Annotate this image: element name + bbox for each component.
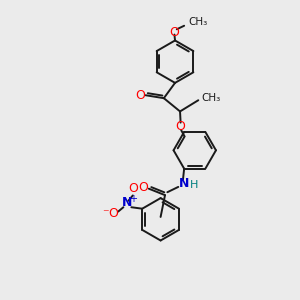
Text: O: O: [169, 26, 179, 39]
Text: CH₃: CH₃: [202, 94, 221, 103]
Text: H: H: [189, 180, 198, 190]
Text: O: O: [135, 89, 145, 102]
Text: O: O: [109, 207, 118, 220]
Text: O: O: [175, 120, 185, 133]
Text: ⁻: ⁻: [102, 207, 109, 220]
Text: O: O: [139, 181, 148, 194]
Text: CH₃: CH₃: [189, 17, 208, 27]
Text: +: +: [129, 194, 137, 204]
Text: O: O: [128, 182, 138, 195]
Text: N: N: [122, 196, 132, 209]
Text: N: N: [178, 178, 189, 190]
